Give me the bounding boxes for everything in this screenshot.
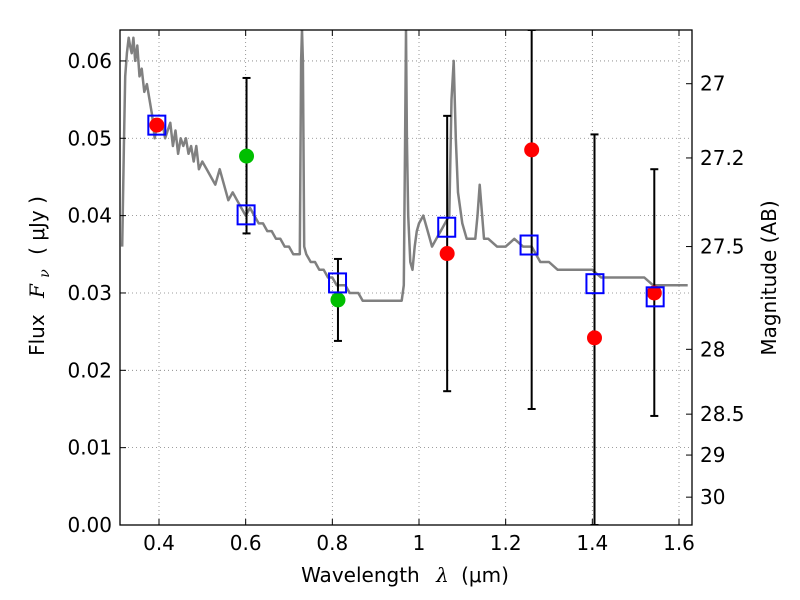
data-point [524,142,540,158]
data-point [149,117,165,133]
model-box [585,273,605,295]
x-tick-label: 1.6 [663,531,695,555]
model-box [236,204,256,226]
x-axis-unit: (μm) [461,563,509,587]
y-tick-label: 0.01 [67,436,112,460]
x-axis-symbol: λ [435,563,449,587]
plot-frame [119,29,693,526]
y2-tick-label: 30 [700,485,725,509]
y-tick-label: 0.04 [67,204,112,228]
model-box [147,114,167,136]
y2-tick-label: 27.2 [700,146,745,170]
axis-ticks: 0.4 0.6 0.8 1 1.2 1.4 1.6 0.00 0.01 0.02 0.03 0.04 0… [67,30,745,555]
x-tick-label: 0.4 [143,531,175,555]
x-axis-label-text: Wavelength [301,563,420,587]
y-axis-label-text: Flux [25,314,49,356]
data-point [646,285,662,301]
y2-tick-label: 27 [700,72,725,96]
model-box [437,216,457,238]
data-point [587,330,602,346]
model-box [519,234,539,256]
y2-tick-label: 28.5 [700,402,745,426]
y-tick-label: 0.06 [67,49,112,73]
x-tick-label: 0.6 [230,531,262,555]
x-axis-label: Wavelength λ (μm) [301,563,509,587]
y-axis-subscript: ν [37,269,53,278]
data-point [330,292,346,308]
model-box [328,272,348,294]
y2-tick-label: 27.5 [700,235,745,259]
y2-tick-label: 28 [700,337,725,361]
model-box [645,286,665,308]
x-tick-label: 0.8 [316,531,348,555]
y2-tick-label: 29 [700,443,725,467]
y-axis-unit: ( μJy ) [25,196,49,255]
y-tick-label: 0.03 [67,281,112,305]
x-tick-label: 1.2 [490,531,522,555]
x-tick-label: 1.4 [576,531,608,555]
y-tick-label: 0.00 [67,513,112,537]
point-series [147,114,665,346]
x-tick-label: 1 [413,531,426,555]
spectrum-series [120,30,688,302]
data-point [439,246,455,262]
data-point [239,148,255,164]
y-axis-symbol: F [25,283,49,299]
y2-axis-label: Magnitude (AB) [757,200,781,355]
y-axis-label: Flux F ν ( μJy ) [25,196,54,356]
y-tick-label: 0.05 [67,126,112,150]
y-tick-label: 0.02 [67,358,112,382]
spectrum-line [120,30,688,302]
